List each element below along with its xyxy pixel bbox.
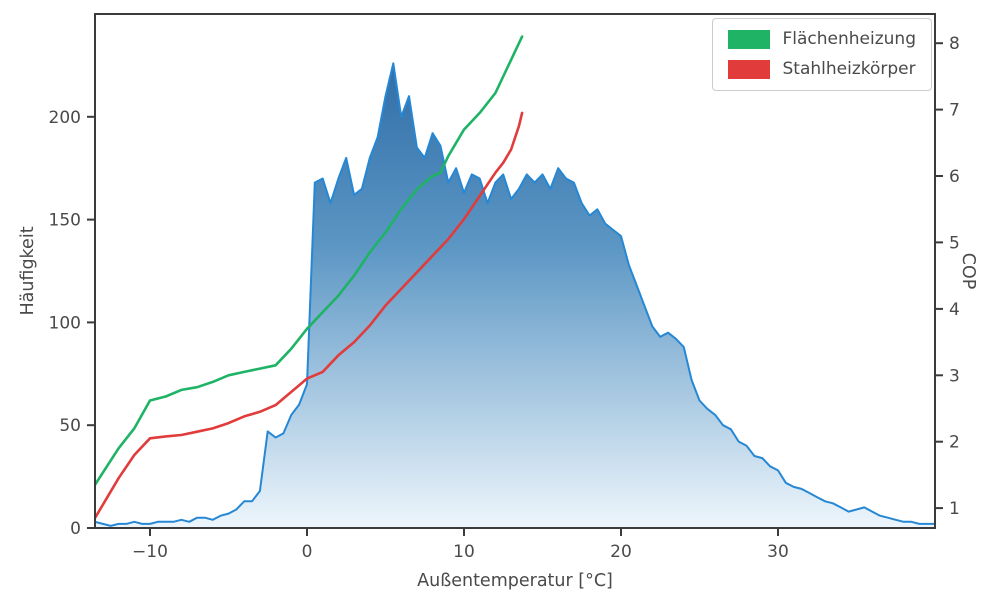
y-right-tick-label: 8 [949,34,960,54]
x-tick-label: −10 [132,542,168,562]
flaechenheizung-line [95,35,524,487]
legend-entry-stahlheizkoerper: Stahlheizkörper [727,59,917,79]
y-right-tick-label: 3 [949,366,960,386]
x-tick-label: 20 [610,542,632,562]
y-left-tick-label: 100 [49,313,81,333]
stahlheizkoerper-line [95,111,524,520]
plot-border [94,13,936,529]
legend: Flächenheizung Stahlheizkörper [711,18,932,91]
y-right-tick-label: 1 [949,499,960,519]
x-tick-label: 10 [453,542,475,562]
y-axis-label-right: COP [958,252,978,290]
legend-label: Flächenheizung [782,29,917,49]
x-tick-label: 30 [767,542,789,562]
histogram-outline [95,62,935,527]
y-right-tick-label: 7 [949,101,960,121]
histogram-area [95,63,935,528]
y-axis-label-left: Häufigkeit [18,226,38,316]
y-right-tick-label: 5 [949,233,960,253]
x-tick-label: 0 [302,542,313,562]
legend-label: Stahlheizkörper [782,59,916,79]
y-left-tick-label: 0 [70,519,81,539]
y-right-tick-label: 2 [949,433,960,453]
y-right-tick-label: 6 [949,167,960,187]
legend-swatch [727,30,770,49]
y-left-tick-label: 150 [49,211,81,231]
legend-swatch [727,60,770,79]
x-axis-label: Außentemperatur [°C] [417,571,613,591]
y-right-tick-label: 4 [949,300,960,320]
legend-entry-flaechenheizung: Flächenheizung [727,29,917,49]
y-left-tick-label: 200 [49,108,81,128]
y-left-tick-label: 50 [59,416,81,436]
